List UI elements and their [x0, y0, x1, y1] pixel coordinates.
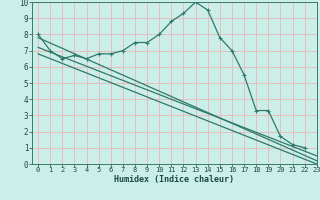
X-axis label: Humidex (Indice chaleur): Humidex (Indice chaleur) — [115, 175, 234, 184]
